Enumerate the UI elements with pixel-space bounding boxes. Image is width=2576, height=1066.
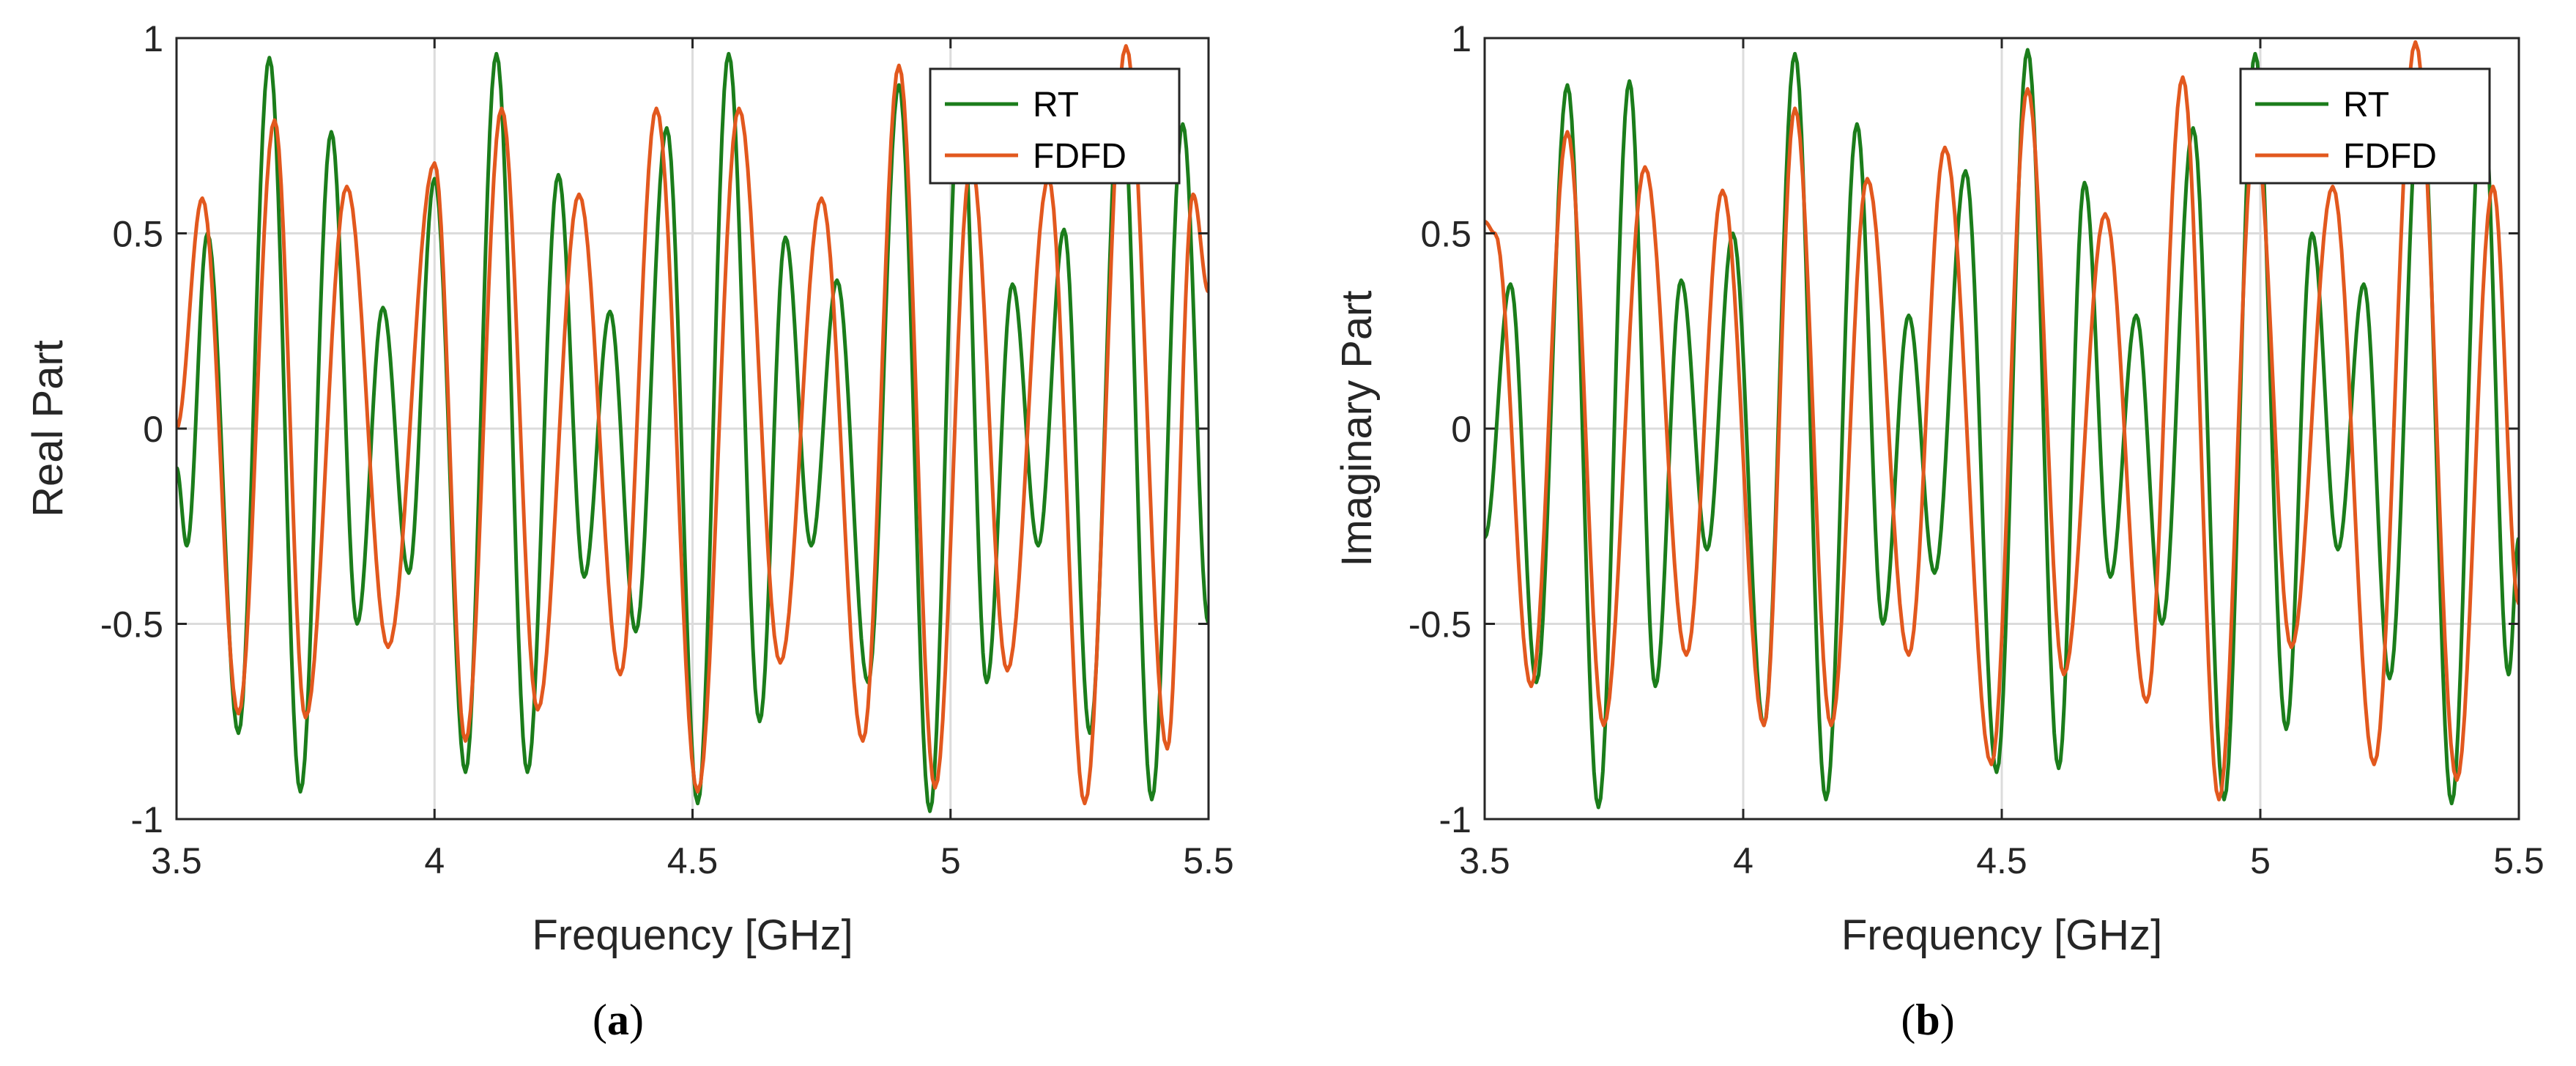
- legend-label-fdfd: FDFD: [2343, 137, 2437, 176]
- x-tick-label: 4: [424, 840, 445, 881]
- panel-b: 3.5 4 4.5 5 5.5 -1 -0.5 0 0.5 1 Frequency [GHz] Ima…: [1333, 18, 2545, 1044]
- x-tick-label: 3.5: [151, 840, 202, 881]
- x-tick-label: 5: [2250, 840, 2271, 881]
- y-tick-label: -0.5: [1408, 604, 1471, 645]
- x-tick-label: 4.5: [1976, 840, 2027, 881]
- y-tick-label: 0.5: [112, 214, 163, 255]
- x-tick-label: 5: [940, 840, 961, 881]
- x-tick-label: 5.5: [2493, 840, 2545, 881]
- y-tick-label: 1: [143, 18, 163, 59]
- x-axis-label: Frequency [GHz]: [1841, 911, 2162, 959]
- series-line-rt: [1485, 48, 2519, 810]
- y-tick-label: 0: [143, 409, 163, 450]
- series-line-rt: [177, 51, 1209, 813]
- y-axis-label: Real Part: [24, 340, 72, 517]
- y-tick-label: -1: [131, 799, 163, 840]
- panel-caption: (b): [1901, 996, 1954, 1044]
- x-tick-label: 3.5: [1459, 840, 1510, 881]
- y-tick-label: -0.5: [100, 604, 163, 645]
- series-line-fdfd: [1485, 40, 2519, 802]
- y-tick-label: 0.5: [1420, 214, 1471, 255]
- legend-label-rt: RT: [1033, 86, 1079, 125]
- y-tick-label: 0: [1451, 409, 1471, 450]
- x-tick-label: 4: [1733, 840, 1753, 881]
- legend: [2239, 67, 2491, 185]
- series-line-fdfd: [177, 44, 1209, 806]
- y-tick-label: 1: [1451, 18, 1471, 59]
- x-axis-label: Frequency [GHz]: [532, 911, 853, 959]
- legend-label-rt: RT: [2343, 86, 2389, 125]
- panel-caption: (a): [593, 996, 644, 1044]
- x-tick-label: 5.5: [1183, 840, 1234, 881]
- legend: [929, 67, 1181, 185]
- x-tick-label: 4.5: [667, 840, 719, 881]
- y-tick-label: -1: [1439, 799, 1471, 840]
- legend-label-fdfd: FDFD: [1033, 137, 1126, 176]
- y-axis-label: Imaginary Part: [1333, 290, 1381, 566]
- panel-a: 3.5 4 4.5 5 5.5 -1 -0.5 0 0.5 1 Frequency [GHz] Rea…: [24, 18, 1234, 1044]
